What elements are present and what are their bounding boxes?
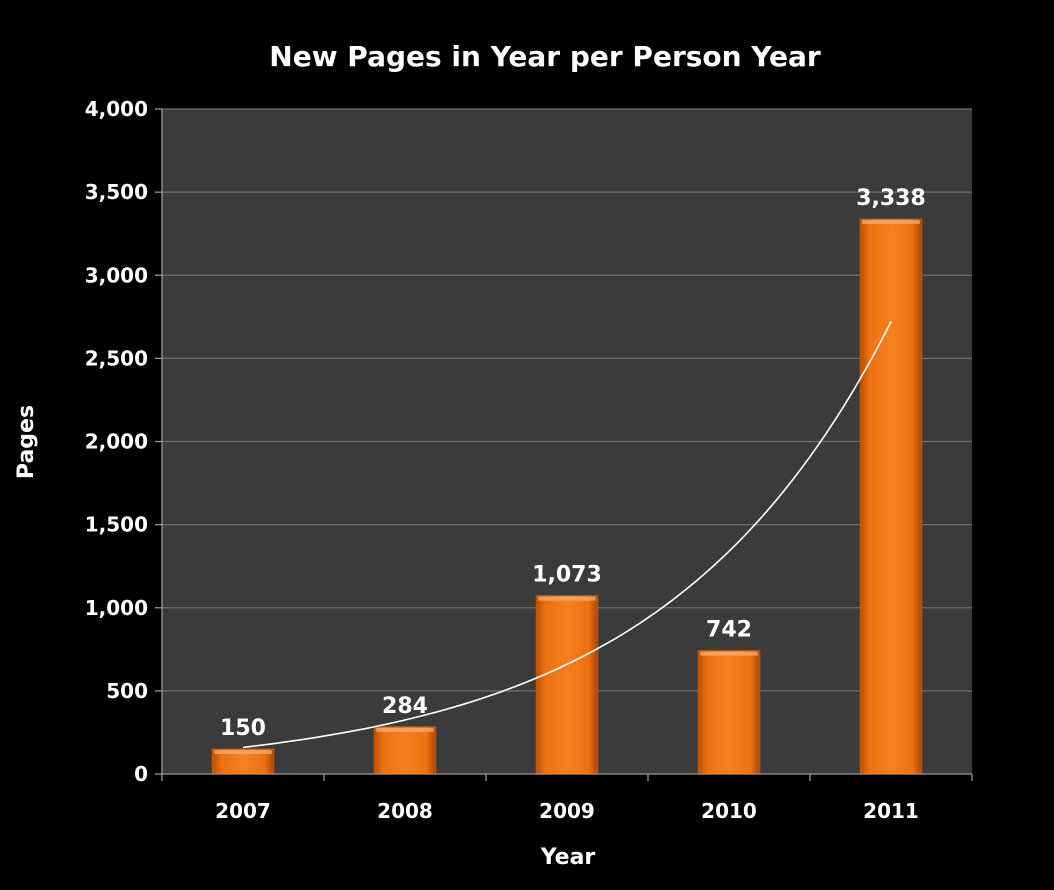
bar-2011: [859, 218, 923, 775]
x-tick-label: 2010: [701, 799, 757, 823]
x-tick-label: 2009: [539, 799, 595, 823]
data-label: 3,338: [856, 186, 926, 211]
y-tick-label: 2,000: [85, 430, 148, 454]
bar-2009: [535, 595, 599, 775]
bars: [211, 218, 923, 775]
data-label: 284: [382, 694, 428, 719]
x-axis: 2007 2008 2009 2010 2011: [161, 773, 973, 823]
data-label: 1,073: [532, 563, 602, 588]
data-label: 742: [706, 618, 752, 643]
bar-highlight: [214, 750, 272, 755]
bar-2010: [697, 650, 761, 775]
chart-title: New Pages in Year per Person Year: [269, 40, 821, 73]
data-labels: 150 284 1,073 742 3,338: [220, 186, 926, 741]
y-tick-label: 3,500: [85, 180, 148, 204]
bar-highlight: [376, 727, 434, 732]
x-axis-title: Year: [540, 845, 596, 870]
data-label: 150: [220, 716, 266, 741]
y-axis-title: Pages: [14, 405, 39, 479]
x-tick-label: 2008: [377, 799, 433, 823]
x-tick-label: 2007: [215, 799, 271, 823]
y-tick-label: 500: [106, 679, 148, 703]
y-axis-ticks: 0 500 1,000 1,500 2,000 2,500 3,000 3,500 4,000: [85, 97, 163, 786]
bar-highlight: [700, 651, 758, 656]
y-tick-label: 1,000: [85, 596, 148, 620]
y-tick-label: 1,500: [85, 513, 148, 537]
bar-2008: [373, 726, 437, 775]
bar-highlight: [538, 596, 596, 601]
y-tick-label: 3,000: [85, 263, 148, 287]
y-tick-label: 0: [134, 762, 148, 786]
x-tick-label: 2011: [863, 799, 919, 823]
y-tick-label: 2,500: [85, 346, 148, 370]
y-tick-label: 4,000: [85, 97, 148, 121]
trendline: [242, 321, 892, 749]
bar-highlight: [862, 220, 920, 225]
